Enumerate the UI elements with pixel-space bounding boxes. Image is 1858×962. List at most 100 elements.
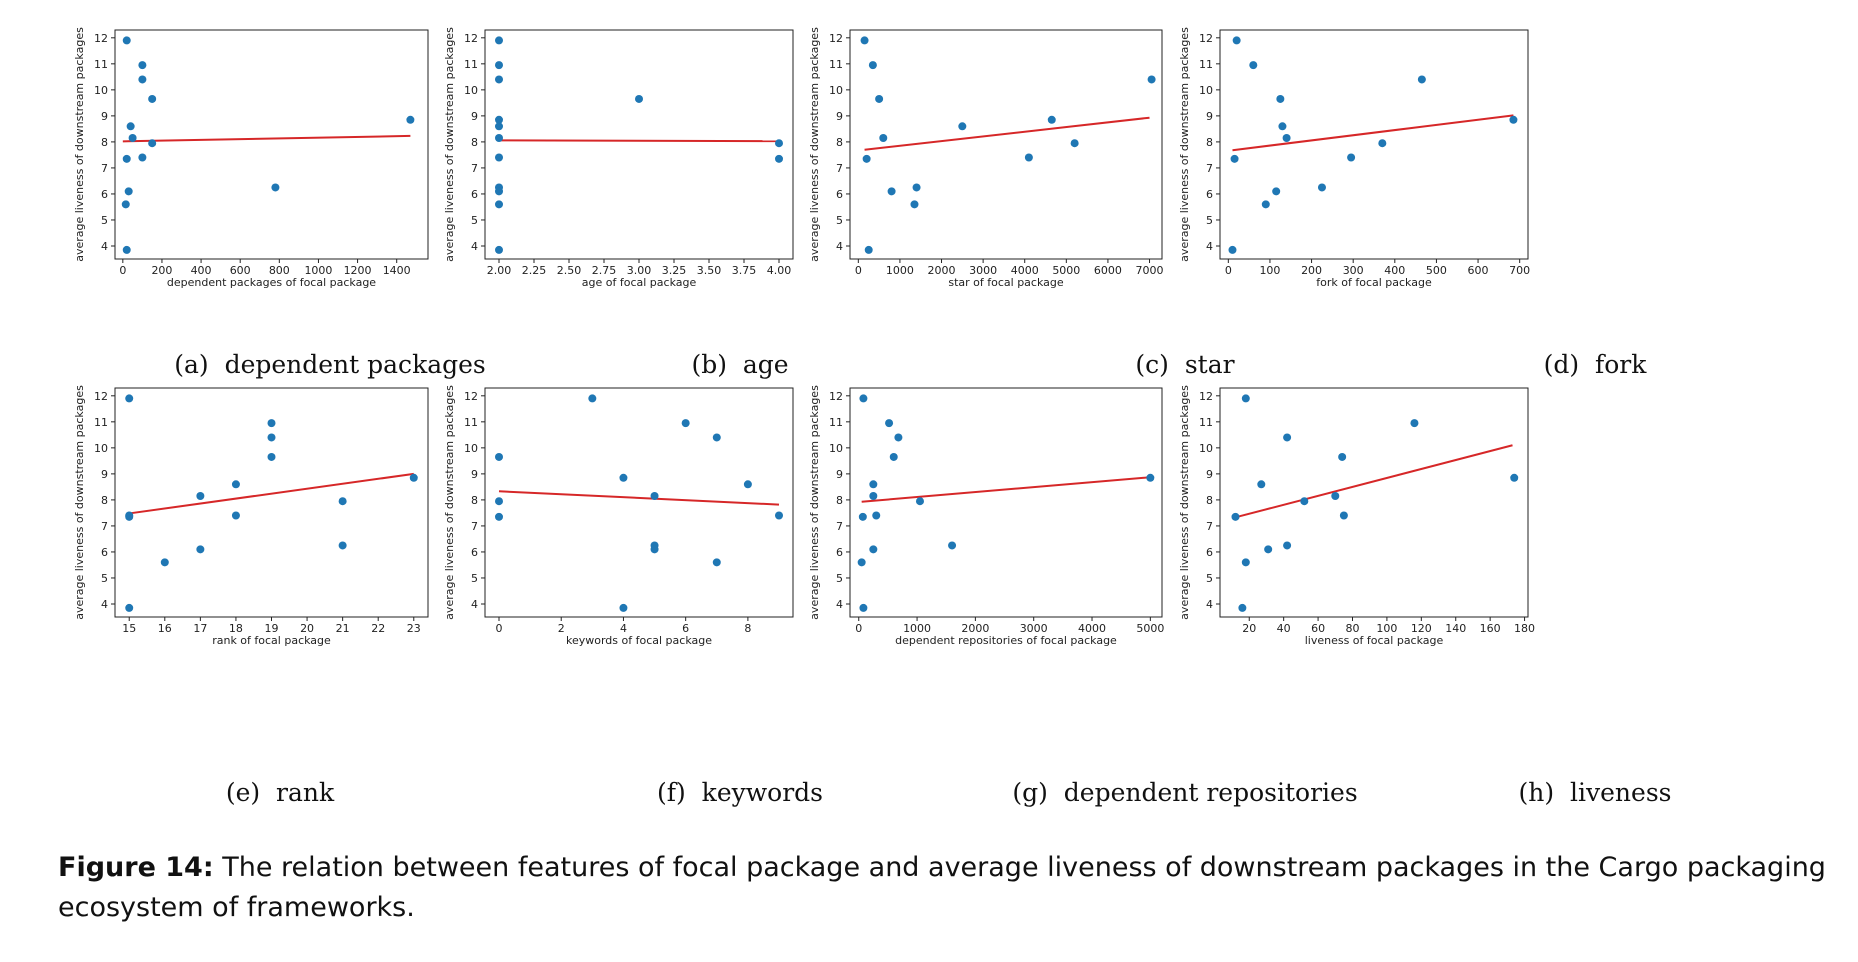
y-tick-label: 11: [464, 416, 478, 429]
x-tick-label: 3000: [969, 264, 997, 277]
y-tick-label: 7: [836, 520, 843, 533]
y-tick-label: 11: [1199, 58, 1213, 71]
y-tick-label: 7: [101, 520, 108, 533]
data-point: [495, 200, 503, 209]
data-point: [138, 75, 147, 84]
x-tick-label: 7000: [1136, 264, 1164, 277]
y-tick-label: 10: [829, 442, 843, 455]
data-point: [495, 133, 503, 142]
data-point: [1230, 154, 1239, 163]
data-point: [1257, 480, 1266, 489]
y-tick-label: 8: [471, 494, 478, 507]
x-tick-label: 80: [1345, 622, 1359, 635]
x-tick-label: 0: [496, 622, 503, 635]
x-tick-label: 700: [1509, 264, 1530, 277]
y-tick-label: 9: [836, 468, 843, 481]
x-axis-label: age of focal package: [582, 276, 697, 289]
y-tick-label: 10: [1199, 442, 1213, 455]
trend-line: [861, 476, 1151, 503]
x-tick-label: 100: [1376, 622, 1397, 635]
data-point: [125, 512, 134, 521]
plot-frame: [484, 387, 794, 618]
data-point: [1232, 36, 1241, 45]
x-tick-label: 17: [193, 622, 207, 635]
y-tick-label: 11: [94, 416, 108, 429]
data-point: [915, 497, 924, 506]
y-tick-label: 6: [471, 188, 478, 201]
x-tick-label: 1000: [304, 264, 332, 277]
x-tick-label: 160: [1480, 622, 1501, 635]
data-point: [857, 558, 866, 567]
x-tick-label: 4000: [1011, 264, 1039, 277]
data-point: [889, 452, 898, 461]
data-point: [1228, 245, 1237, 254]
data-point: [1378, 139, 1387, 148]
data-point: [869, 491, 878, 500]
x-tick-label: 5000: [1136, 622, 1164, 635]
x-tick-label: 40: [1277, 622, 1291, 635]
x-tick-label: 2.25: [522, 264, 547, 277]
data-point: [1047, 115, 1056, 124]
y-tick-label: 6: [836, 546, 843, 559]
data-point: [859, 603, 868, 612]
data-point: [1238, 603, 1247, 612]
subcaption-label: (g): [1012, 778, 1048, 807]
y-tick-label: 11: [829, 416, 843, 429]
data-point: [869, 480, 878, 489]
y-tick-label: 5: [471, 572, 478, 585]
x-tick-label: 22: [371, 622, 385, 635]
data-point: [495, 187, 503, 196]
subcaption-text: rank: [276, 778, 335, 807]
data-point: [1272, 187, 1281, 196]
subcaption-text: star: [1184, 350, 1235, 379]
data-point: [495, 497, 503, 506]
data-point: [1276, 94, 1285, 103]
data-point: [775, 139, 783, 148]
y-tick-label: 8: [836, 136, 843, 149]
x-tick-label: 3000: [1020, 622, 1048, 635]
x-axis-label: star of focal package: [948, 276, 1064, 289]
plot-frame: [849, 387, 1163, 618]
x-tick-label: 200: [1301, 264, 1322, 277]
x-tick-label: 1200: [344, 264, 372, 277]
y-tick-label: 11: [1199, 416, 1213, 429]
y-tick-label: 6: [1206, 188, 1213, 201]
x-axis-label: fork of focal package: [1316, 276, 1432, 289]
data-point: [1339, 511, 1348, 520]
subcaption-text: dependent repositories: [1063, 778, 1358, 807]
x-tick-label: 500: [1426, 264, 1447, 277]
data-point: [1317, 183, 1326, 192]
subcaption-g: (g) dependent repositories: [965, 778, 1405, 807]
subcaption-b: (b) age: [520, 350, 960, 379]
y-tick-label: 8: [471, 136, 478, 149]
y-tick-label: 6: [101, 546, 108, 559]
data-point: [712, 433, 721, 442]
data-point: [148, 94, 157, 103]
x-tick-label: 800: [269, 264, 290, 277]
data-point: [619, 603, 628, 612]
data-point: [1231, 512, 1240, 521]
data-point: [125, 394, 134, 403]
data-point: [1347, 153, 1356, 162]
data-point: [872, 511, 881, 520]
x-tick-label: 15: [122, 622, 136, 635]
subcaption-h: (h) liveness: [1375, 778, 1815, 807]
data-point: [948, 541, 957, 550]
y-tick-label: 4: [1206, 598, 1213, 611]
x-axis-label: keywords of focal package: [566, 634, 712, 647]
data-point: [635, 94, 643, 103]
data-point: [122, 36, 131, 45]
data-point: [495, 452, 503, 461]
x-tick-label: 1000: [903, 622, 931, 635]
y-tick-label: 4: [471, 240, 478, 253]
x-axis-label: liveness of focal package: [1305, 634, 1444, 647]
y-tick-label: 12: [829, 390, 843, 403]
y-tick-label: 5: [1206, 572, 1213, 585]
data-point: [124, 187, 133, 196]
x-tick-label: 6000: [1094, 264, 1122, 277]
data-point: [495, 61, 503, 70]
y-tick-label: 7: [1206, 520, 1213, 533]
